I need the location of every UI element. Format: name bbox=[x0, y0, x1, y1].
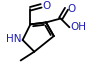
Text: O: O bbox=[42, 1, 50, 11]
Text: HN: HN bbox=[6, 34, 22, 44]
Text: O: O bbox=[67, 4, 76, 14]
Text: OH: OH bbox=[70, 22, 86, 32]
